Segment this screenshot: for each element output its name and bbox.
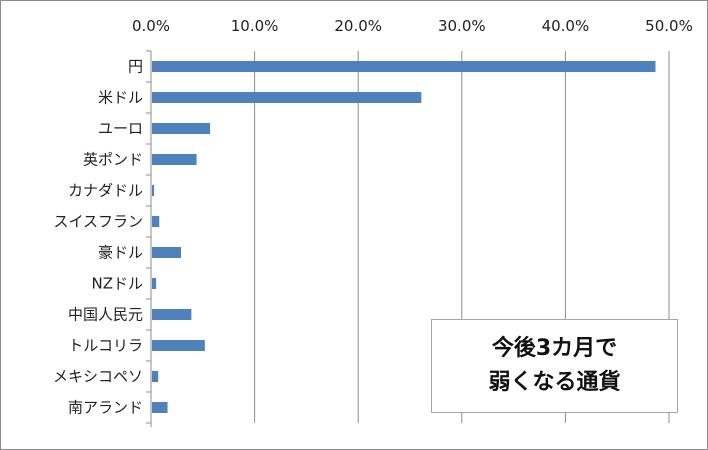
- bar: [152, 123, 211, 134]
- category-label: カナダドル: [68, 182, 143, 200]
- category-label: トルコリラ: [68, 337, 143, 355]
- bar: [152, 185, 155, 196]
- x-tick-label: 10.0%: [231, 17, 279, 35]
- x-tick-label: 40.0%: [542, 17, 590, 35]
- chart-title-line-2: 弱くなる通貨: [488, 370, 621, 395]
- x-tick-label: 0.0%: [132, 17, 170, 35]
- bar: [152, 340, 205, 351]
- bar: [152, 154, 197, 165]
- bar: [152, 247, 182, 258]
- axes: 0.0% 10.0% 20.0% 30.0% 40.0% 50.0% 円米ドルユーロ英ポンド…: [53, 17, 693, 427]
- bar: [152, 216, 160, 227]
- chart-title-line-1: 今後3カ月で: [491, 336, 618, 361]
- category-label: NZドル: [92, 275, 144, 293]
- x-tick-label: 30.0%: [438, 17, 486, 35]
- category-label: 円: [128, 58, 143, 76]
- category-label: 英ポンド: [83, 151, 143, 169]
- bar: [152, 371, 159, 382]
- category-label: メキシコペソ: [53, 368, 143, 386]
- bar: [152, 278, 157, 289]
- category-label: ユーロ: [98, 120, 143, 138]
- category-label: 中国人民元: [68, 306, 143, 324]
- bar: [152, 61, 656, 72]
- category-label: スイスフラン: [53, 213, 143, 231]
- chart-title-box: 今後3カ月で 弱くなる通貨: [431, 319, 678, 413]
- x-tick-label: 50.0%: [645, 17, 693, 35]
- category-label: 南アランド: [68, 399, 143, 417]
- category-label: 米ドル: [98, 89, 143, 107]
- bar: [152, 309, 192, 320]
- category-label: 豪ドル: [98, 244, 143, 262]
- bars: [152, 61, 656, 413]
- bar: [152, 92, 422, 103]
- bar: [152, 402, 168, 413]
- x-tick-label: 20.0%: [334, 17, 382, 35]
